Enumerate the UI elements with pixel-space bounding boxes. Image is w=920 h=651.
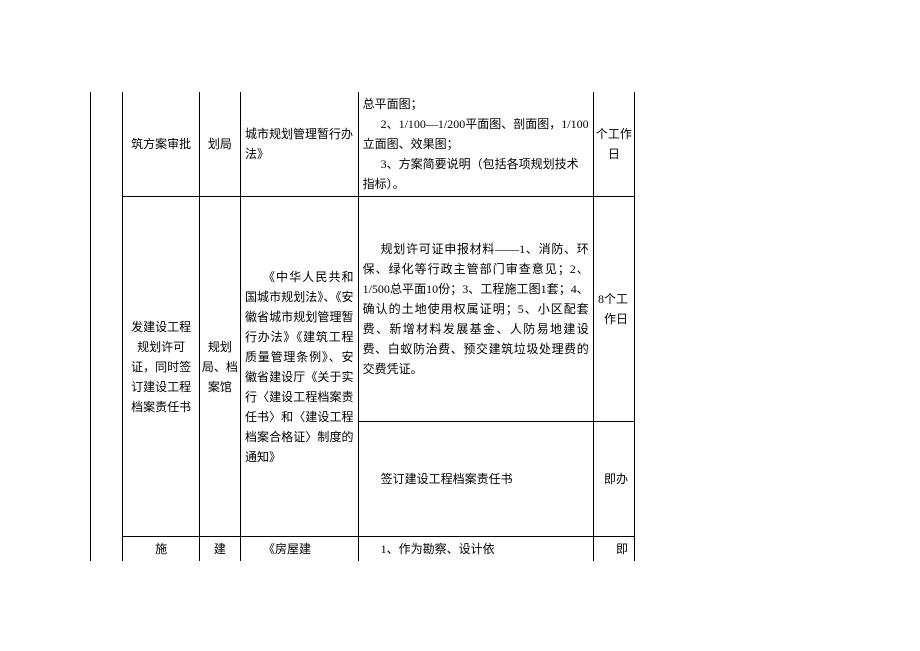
approval-table: 筑方案审批 划局 城市规划管理暂行办法》 总平面图； 2、1/100—1/200…	[90, 92, 635, 561]
cell-item: 筑方案审批	[123, 92, 199, 197]
document-page: 筑方案审批 划局 城市规划管理暂行办法》 总平面图； 2、1/100—1/200…	[0, 0, 920, 651]
text-line: 总平面图；	[363, 97, 423, 111]
cell-seq	[91, 537, 123, 562]
cell-materials: 规划许可证申报材料——1、消防、环保、绿化等行政主管部门审查意见；2、1/500…	[358, 197, 593, 422]
table-row: 施 建 《房屋建 1、作为勘察、设计依 即	[91, 537, 635, 562]
text-line: 3、方案简要说明（包括各项规划技术指标）。	[363, 154, 589, 194]
cell-seq	[91, 422, 123, 537]
cell-seq	[91, 92, 123, 197]
text-block: 规划局、档案馆	[202, 329, 238, 405]
text-block: 发建设工程规划许可证，同时签订建设工程档案责任书	[125, 309, 196, 425]
cell-dept: 规划局、档案馆	[199, 197, 240, 537]
cell-materials: 1、作为勘察、设计依	[358, 537, 593, 562]
cell-materials: 总平面图； 2、1/100—1/200平面图、剖面图，1/100立面图、效果图；…	[358, 92, 593, 197]
cell-time: 个工作日	[593, 92, 634, 197]
cell-time: 即	[593, 537, 634, 562]
table-row: 发建设工程规划许可证，同时签订建设工程档案责任书 规划局、档案馆 《中华人民共和…	[91, 197, 635, 422]
cell-basis: 城市规划管理暂行办法》	[240, 92, 358, 197]
cell-item: 发建设工程规划许可证，同时签订建设工程档案责任书	[123, 197, 199, 537]
cell-time: 8个工作日	[593, 197, 634, 422]
text-line: 2、1/100—1/200平面图、剖面图，1/100立面图、效果图；	[363, 114, 589, 154]
cell-basis: 《中华人民共和国城市规划法》、《安徽省城市规划管理暂行办法》《建筑工程质量管理条…	[240, 197, 358, 537]
table-row: 筑方案审批 划局 城市规划管理暂行办法》 总平面图； 2、1/100—1/200…	[91, 92, 635, 197]
cell-item: 施	[123, 537, 199, 562]
cell-basis: 《房屋建	[240, 537, 358, 562]
cell-time: 即办	[593, 422, 634, 537]
cell-dept: 建	[199, 537, 240, 562]
cell-materials: 签订建设工程档案责任书	[358, 422, 593, 537]
cell-seq	[91, 197, 123, 422]
cell-dept: 划局	[199, 92, 240, 197]
table-container: 筑方案审批 划局 城市规划管理暂行办法》 总平面图； 2、1/100—1/200…	[90, 92, 635, 561]
